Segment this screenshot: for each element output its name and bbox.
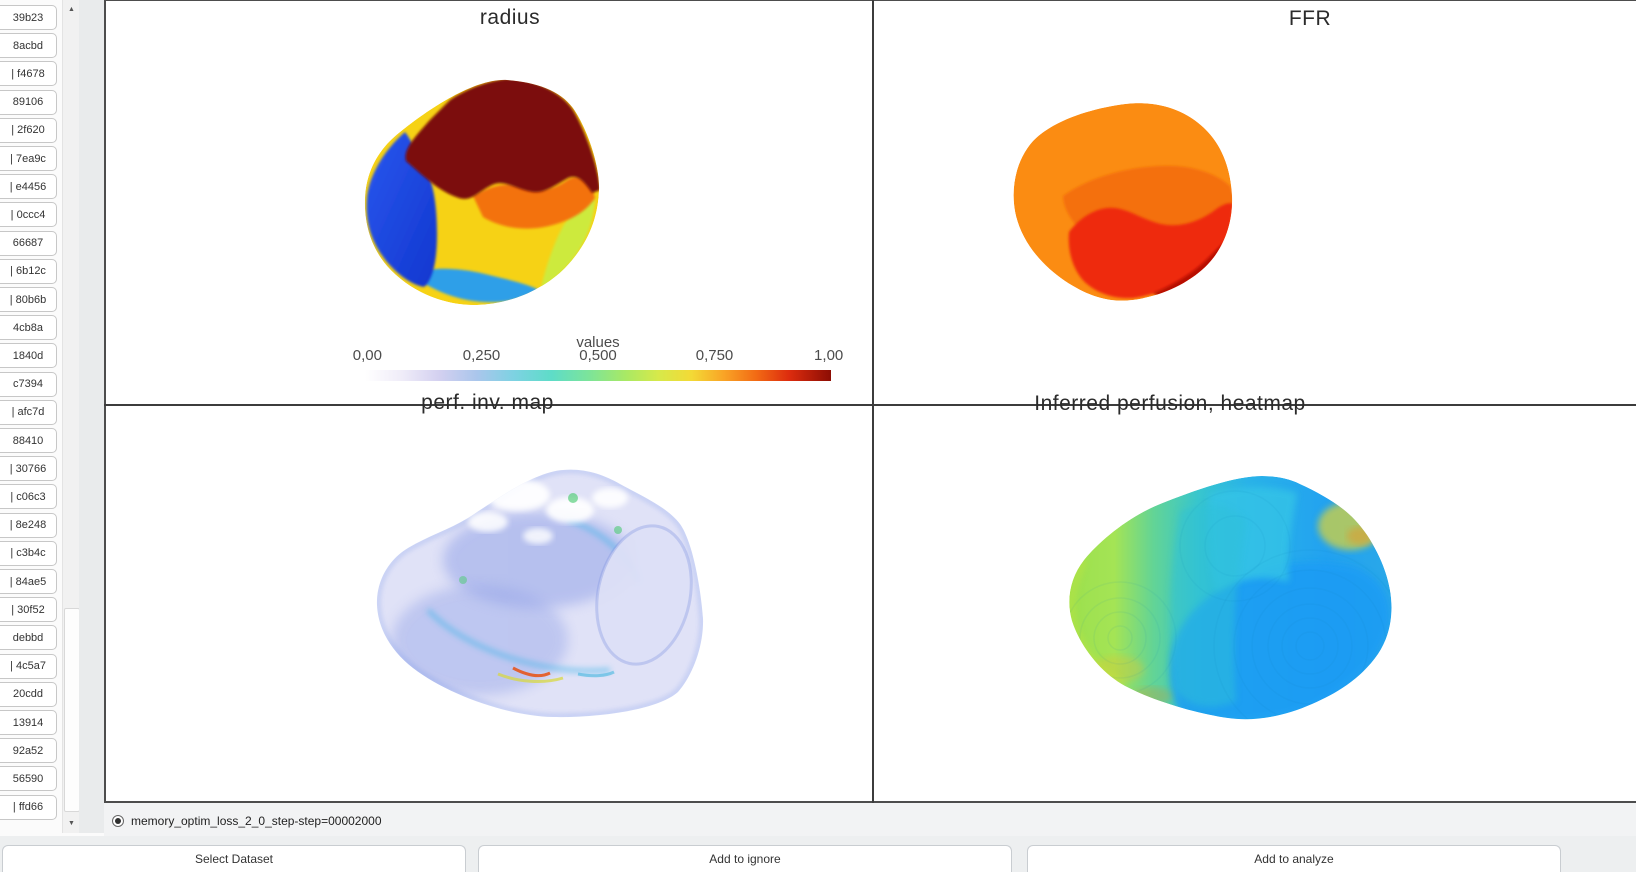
dataset-button[interactable]: 88410 <box>0 428 57 453</box>
dataset-button-label: | e4456 <box>9 180 47 193</box>
dataset-button[interactable]: | 30766 <box>0 456 57 482</box>
dataset-button-label: | 8e248 <box>9 519 47 532</box>
dataset-button-label: | 30f52 <box>11 603 45 616</box>
dataset-button[interactable]: | 8e248 <box>0 512 57 538</box>
dataset-button[interactable]: | 6b12c <box>0 258 57 284</box>
dataset-button-label: | 4c5a7 <box>10 660 46 673</box>
colorbar-tick: 0,00 <box>352 347 382 364</box>
dataset-button-label: c7394 <box>13 378 43 391</box>
colorbar-tick: 0,500 <box>579 347 617 364</box>
dataset-button[interactable]: 20cdd <box>0 681 57 707</box>
dataset-button[interactable]: 1840d <box>0 343 57 369</box>
dataset-button[interactable]: | 84ae5 <box>0 569 57 594</box>
dataset-button[interactable]: | c06c3 <box>0 484 57 510</box>
panel-title-radius: radius <box>479 6 541 29</box>
dataset-button[interactable]: | 30f52 <box>0 597 57 623</box>
colorbar-tick: 1,00 <box>814 347 844 364</box>
dataset-button[interactable]: 8acbd <box>0 33 57 59</box>
dataset-button-label: | f4678 <box>11 67 45 80</box>
add-to-ignore-button[interactable]: Add to ignore <box>478 845 1012 872</box>
dataset-button[interactable]: | ffd66 <box>0 794 57 820</box>
dataset-button-label: 20cdd <box>13 688 43 701</box>
render-viewport[interactable] <box>104 0 1636 803</box>
colorbar-ticks: 0,00 0,250 0,500 0,750 1,00 <box>353 347 844 365</box>
run-radio-button[interactable] <box>112 815 124 827</box>
colorbar-title: values <box>576 334 620 351</box>
dataset-button-label: | 2f620 <box>11 124 45 137</box>
dataset-button-label: 1840d <box>12 349 44 362</box>
dataset-sidebar: 39b23 8acbd | f4678 89106 | 2f620 | 7ea9… <box>0 0 62 840</box>
dataset-button[interactable]: 39b23 <box>0 5 57 30</box>
dataset-button-label: | 6b12c <box>10 265 46 278</box>
dataset-button[interactable]: c7394 <box>0 371 57 397</box>
perf-inv-map-render[interactable] <box>368 460 713 725</box>
dataset-button[interactable]: | 0ccc4 <box>0 202 57 228</box>
scrollbar-thumb[interactable] <box>64 608 80 812</box>
dataset-button[interactable]: | 7ea9c <box>0 146 57 171</box>
dataset-button[interactable]: debbd <box>0 625 57 651</box>
dataset-button[interactable]: 92a52 <box>0 738 57 764</box>
add-to-analyze-button[interactable]: Add to analyze <box>1027 845 1561 872</box>
dataset-button[interactable]: 4cb8a <box>0 315 57 341</box>
dataset-button[interactable]: | c3b4c <box>0 540 57 566</box>
viewport-horizontal-divider <box>104 404 1636 406</box>
dataset-button[interactable]: 13914 <box>0 710 57 735</box>
dataset-button[interactable]: | 80b6b <box>0 287 57 312</box>
dataset-button-label: 4cb8a <box>13 321 43 334</box>
ffr-mesh-render[interactable] <box>1003 96 1238 308</box>
select-dataset-button[interactable]: Select Dataset <box>2 845 466 872</box>
radius-mesh-render[interactable] <box>355 70 605 310</box>
dataset-button-label: | 0ccc4 <box>10 208 46 221</box>
dataset-button-label: | 7ea9c <box>10 152 46 165</box>
dataset-button-label: 39b23 <box>12 11 44 24</box>
scroll-down-icon[interactable]: ▼ <box>63 814 80 833</box>
sidebar-scrollbar[interactable]: ▲ ▼ <box>62 0 80 833</box>
dataset-button[interactable]: | e4456 <box>0 174 57 200</box>
dataset-button[interactable]: 56590 <box>0 766 57 792</box>
dataset-button-label: 89106 <box>12 96 44 109</box>
sidebar-gutter <box>79 0 104 833</box>
dataset-button-label: 88410 <box>12 434 44 447</box>
dataset-button[interactable]: | afc7d <box>0 399 57 425</box>
colorbar-tick: 0,750 <box>695 347 734 364</box>
colorbar-gradient <box>365 370 831 381</box>
run-radio-label[interactable]: memory_optim_loss_2_0_step-step=00002000 <box>131 814 382 828</box>
dataset-button-label: 92a52 <box>12 744 44 757</box>
viewport-vertical-divider <box>872 0 874 803</box>
dataset-button[interactable]: 66687 <box>0 230 57 256</box>
dataset-button-label: | c3b4c <box>10 547 46 560</box>
inferred-perfusion-heatmap-render[interactable] <box>1060 466 1395 728</box>
dataset-button[interactable]: | 2f620 <box>0 117 57 143</box>
dataset-button[interactable]: | f4678 <box>0 61 57 87</box>
action-bar: Select Dataset Add to ignore Add to anal… <box>0 836 1636 872</box>
dataset-button-label: 66687 <box>12 237 44 250</box>
dataset-button-label: | 84ae5 <box>9 575 47 588</box>
dataset-button-label: | 80b6b <box>9 293 47 306</box>
dataset-button-label: | afc7d <box>11 406 45 419</box>
panel-title-perf-inv-map: perf. inv. map <box>421 391 554 414</box>
scroll-up-icon[interactable]: ▲ <box>63 0 80 19</box>
dataset-button[interactable]: 89106 <box>0 89 57 115</box>
dataset-button-label: | ffd66 <box>12 801 44 814</box>
panel-title-inferred-perfusion: Inferred perfusion, heatmap <box>1034 392 1306 415</box>
colorbar: values 0,00 0,250 0,500 0,750 1,00 <box>353 334 844 384</box>
dataset-button-label: 56590 <box>12 772 44 785</box>
panel-title-ffr: FFR <box>1288 7 1332 30</box>
dataset-button-label: 8acbd <box>13 39 43 52</box>
dataset-button[interactable]: | 4c5a7 <box>0 653 57 679</box>
dataset-button-label: debbd <box>12 631 44 644</box>
run-selector-row: memory_optim_loss_2_0_step-step=00002000 <box>104 803 1636 840</box>
dataset-button-label: 13914 <box>12 716 44 729</box>
colorbar-tick: 0,250 <box>462 347 501 364</box>
dataset-button-label: | 30766 <box>9 462 47 475</box>
dataset-button-label: | c06c3 <box>10 490 46 503</box>
